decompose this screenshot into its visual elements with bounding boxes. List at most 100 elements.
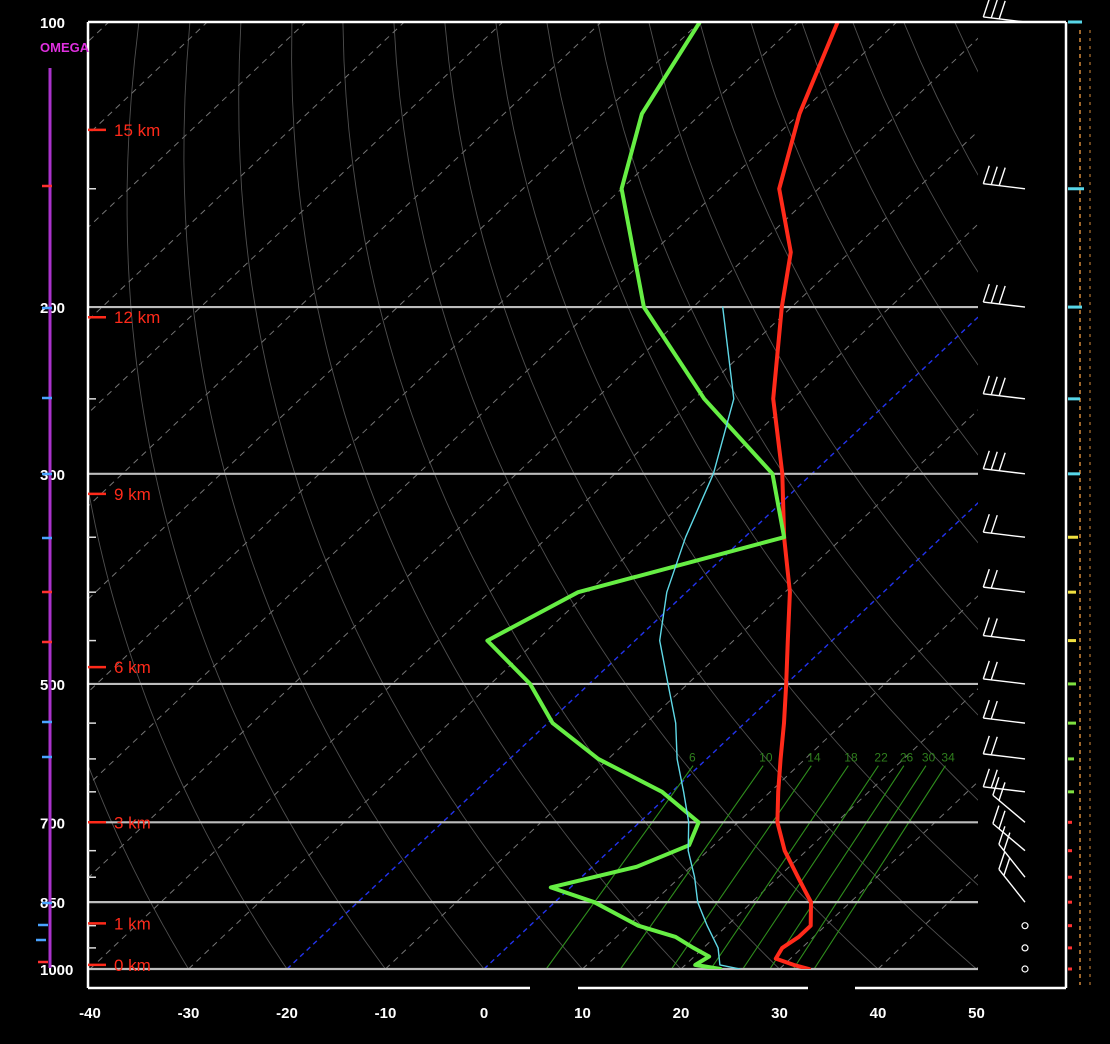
wind-barb-shaft [983,16,1026,23]
wind-barb-calm [1021,965,1029,973]
wind-barb-flag [982,660,990,680]
height-label: 0 km [114,956,151,975]
wind-barb-flag [990,376,998,396]
wind-barb-flag [998,810,1006,830]
dry-adiabat-line [699,22,978,544]
wind-barb-shaft [998,868,1026,903]
wind-barb-flag [982,568,990,588]
pressure-tick-label: 100 [40,15,65,32]
series-layer [485,22,840,969]
wind-barb-flag [998,285,1006,305]
wind-barb-flag [990,451,998,470]
mixing-ratio-label: 30 [922,751,936,765]
frame-layer [86,20,1068,990]
wind-barb-flag [982,165,990,184]
temperature-tick-label: 20 [673,1005,690,1022]
wind-barb-calm [1021,944,1029,952]
wind-barb-flag [982,375,990,395]
height-label: 6 km [114,658,151,677]
temperature-tick-label: -10 [375,1005,397,1022]
wind-barb-flag [998,0,1006,20]
wind-barb-flag [998,826,1006,845]
wind-barb-shaft [992,794,1026,823]
temperature-tick-label: 40 [870,1005,887,1022]
wind-barb-flag [992,777,1000,796]
isobar-layer [88,305,978,971]
dry-adiabat-line [648,22,978,630]
dry-adiabat-line [597,22,978,716]
temperature-tick-label: -20 [276,1005,298,1022]
temperature-tick-label: 30 [771,1005,788,1022]
mixing-ratio-line [792,765,927,969]
mixing-ratio-label: 26 [900,751,914,765]
wind-barb-shaft [998,843,1026,878]
pressure-tick-label: 300 [40,467,65,484]
wind-barb-shaft [983,468,1026,475]
wind-barb-flag [998,167,1006,186]
wind-barb-flag [990,514,998,534]
dry-adiabat-line [495,22,978,886]
height-label: 12 km [114,308,160,327]
wind-barb-flag [998,452,1006,471]
wind-barb-shaft [983,786,1026,793]
temperature-line [771,22,840,969]
wind-barb-flag [990,618,998,637]
wind-barb-shaft [983,531,1026,538]
mixing-ratio-label: 14 [807,751,821,765]
wind-barb-shaft [983,393,1026,400]
wind-barb-shaft [983,301,1026,308]
axis-layer: OMEGA 6 10 14 18 22 26 30 341002003005007008501… [36,15,985,1022]
wind-barb-flag [992,805,1000,824]
height-label: 1 km [114,914,151,933]
omega-label: OMEGA [40,40,90,55]
height-label: 3 km [114,813,151,832]
temperature-tick-label: -30 [178,1005,200,1022]
wind-barb-flag [982,735,990,755]
temperature-tick-label: 0 [480,1005,488,1022]
mixing-ratio-line [671,765,812,969]
wind-barb-flag [982,0,990,18]
wind-barb-flag [990,284,998,304]
dewpoint-line [485,22,787,969]
wind-barb-flag [982,617,990,636]
mixing-ratio-line [813,765,946,969]
dry-adiabat-line [546,22,978,801]
wind-barb-flag [990,661,998,681]
wind-barb-flag [998,851,1006,870]
wind-barb-flag [982,283,990,303]
mixing-ratio-line [742,765,879,969]
mixing-ratio-label: 34 [941,751,955,765]
mixing-ratio-label: 10 [759,751,773,765]
wind-barb-flag [990,0,998,19]
wind-barb-flag [982,450,990,470]
wind-barb-calm [1021,922,1029,930]
wind-barb-flag [982,699,990,719]
wind-barb-shaft [983,634,1026,642]
wind-barb-flag [990,166,998,185]
pressure-tick-label: 500 [40,677,65,694]
mixing-ratio-line [769,765,905,969]
wind-barb-flag [998,377,1006,396]
wind-barb-flag [982,768,990,788]
temperature-tick-label: -40 [79,1005,101,1022]
pressure-tick-label: 1000 [40,962,73,979]
temperature-tick-label: 10 [574,1005,591,1022]
pressure-tick-label: 700 [40,815,65,832]
wind-barb-flag [998,782,1006,801]
dry-adiabat-line [750,22,978,456]
wind-barb-shaft [983,717,1026,724]
wind-barb-flag [982,513,990,533]
wetbulb-line [659,306,741,969]
pressure-tick-label: 850 [40,895,65,912]
mixing-ratio-label: 22 [874,751,888,765]
wind-barb-flag [1003,832,1011,851]
temperature-tick-label: 50 [968,1005,985,1022]
mixing-ratio-label: 6 [689,751,696,765]
mixing-ratio-line [710,765,849,969]
wind-barb-flag [990,769,998,788]
wind-barb-flag [1003,857,1011,876]
height-label: 15 km [114,121,160,140]
right-indicator-panel [1068,20,1091,985]
